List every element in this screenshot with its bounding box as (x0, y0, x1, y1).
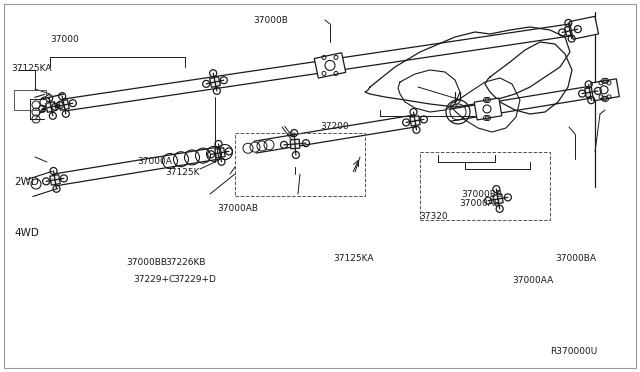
Polygon shape (59, 100, 69, 110)
Text: 37000AA: 37000AA (512, 276, 553, 285)
Text: 37229+C: 37229+C (133, 275, 175, 284)
Polygon shape (210, 77, 220, 87)
Text: 37000BB: 37000BB (127, 258, 168, 267)
Text: 37000A: 37000A (138, 157, 172, 166)
Polygon shape (564, 25, 575, 36)
Text: 37229+D: 37229+D (173, 275, 216, 284)
Polygon shape (314, 53, 346, 78)
Polygon shape (570, 16, 598, 39)
Polygon shape (215, 148, 225, 158)
Polygon shape (493, 194, 503, 204)
Text: 37000AB: 37000AB (218, 204, 259, 213)
Polygon shape (50, 175, 60, 185)
Polygon shape (290, 139, 300, 149)
Polygon shape (45, 102, 56, 112)
Polygon shape (410, 116, 420, 126)
Bar (420, 152, 550, 220)
Text: 37000B: 37000B (253, 16, 287, 25)
Text: 37000BB: 37000BB (461, 190, 502, 199)
Text: 37000AB: 37000AB (460, 199, 500, 208)
Text: 37320: 37320 (419, 212, 448, 221)
Text: 37200: 37200 (320, 122, 349, 131)
Text: 37125KA: 37125KA (12, 64, 52, 73)
Polygon shape (585, 87, 595, 97)
Text: 37125KA: 37125KA (333, 254, 373, 263)
Text: 37000BA: 37000BA (556, 254, 596, 263)
Text: R370000U: R370000U (550, 347, 598, 356)
Text: 4WD: 4WD (14, 228, 39, 237)
Polygon shape (474, 98, 502, 120)
Text: 37226KB: 37226KB (165, 258, 205, 267)
Polygon shape (591, 79, 620, 101)
Text: 37125K: 37125K (165, 169, 200, 177)
Text: 2WD: 2WD (14, 177, 39, 187)
Text: 37000: 37000 (50, 35, 79, 44)
Bar (235, 133, 365, 196)
